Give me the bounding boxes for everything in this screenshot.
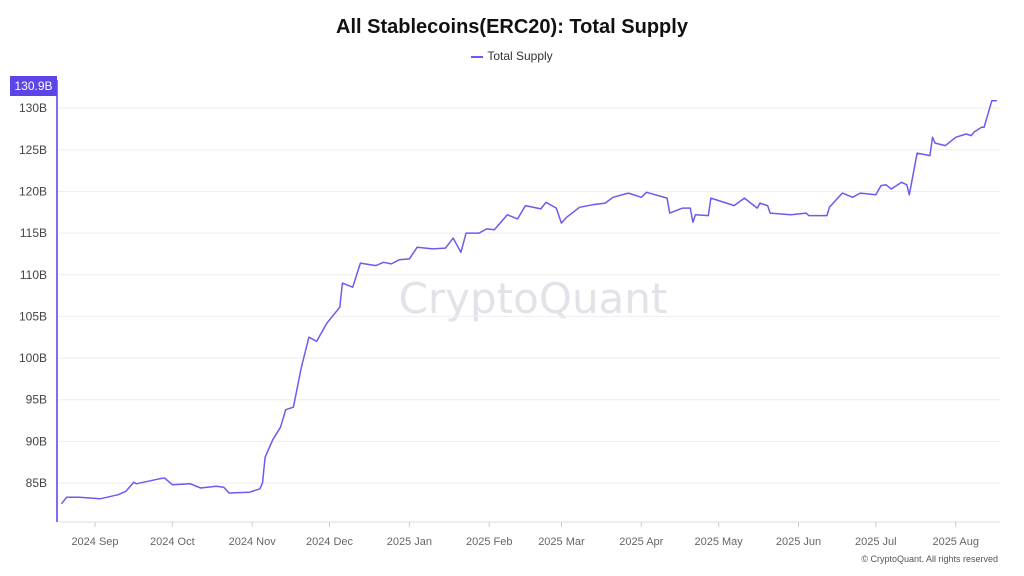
- last-value-badge: 130.9B: [10, 76, 57, 96]
- y-tick-label: 115B: [20, 226, 47, 240]
- legend[interactable]: Total Supply: [0, 49, 1024, 63]
- x-tick-label: 2025 May: [694, 536, 743, 548]
- y-tick-label: 85B: [26, 476, 47, 490]
- legend-label: Total Supply: [487, 49, 553, 63]
- x-tick-label: 2025 Aug: [932, 536, 979, 548]
- x-tick-label: 2025 Feb: [466, 536, 512, 548]
- x-tick-label: 2024 Dec: [306, 536, 354, 548]
- x-tick-label: 2025 Jan: [387, 536, 432, 548]
- legend-swatch: [471, 55, 484, 58]
- x-tick-label: 2024 Nov: [229, 536, 277, 548]
- y-tick-label: 90B: [26, 434, 47, 448]
- chart-title: All Stablecoins(ERC20): Total Supply: [336, 16, 688, 38]
- series-line-total-supply: [60, 99, 997, 505]
- y-tick-label: 110B: [20, 268, 47, 282]
- y-tick-label: 130B: [19, 101, 47, 115]
- watermark: CryptoQuant: [399, 274, 668, 323]
- y-tick-label: 95B: [26, 393, 47, 407]
- copyright: © CryptoQuant. All rights reserved: [861, 554, 998, 564]
- y-tick-label: 105B: [19, 309, 47, 323]
- x-tick-label: 2025 Jun: [776, 536, 821, 548]
- y-tick-label: 100B: [19, 351, 47, 365]
- y-tick-label: 125B: [19, 143, 47, 157]
- x-tick-label: 2025 Jul: [855, 536, 897, 548]
- x-tick-label: 2024 Oct: [150, 536, 195, 548]
- x-tick-label: 2025 Mar: [538, 536, 585, 548]
- x-tick-label: 2024 Sep: [71, 536, 118, 548]
- x-tick-label: 2025 Apr: [619, 536, 663, 548]
- y-tick-label: 120B: [19, 184, 47, 198]
